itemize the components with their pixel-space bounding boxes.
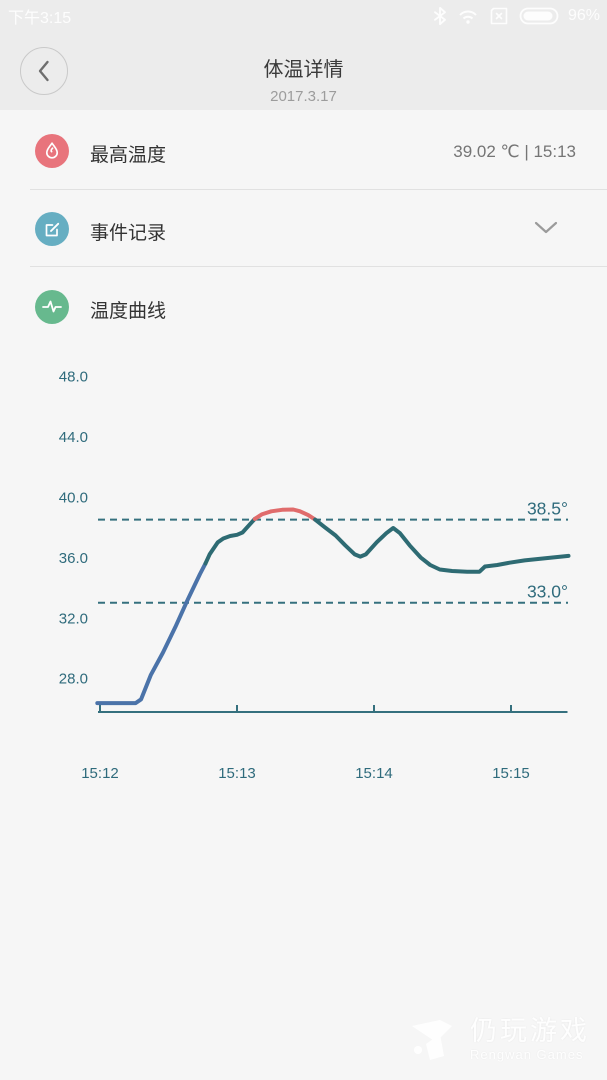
temp-curve-label: 温度曲线: [90, 301, 167, 322]
bluetooth-icon: [434, 6, 446, 26]
max-temp-value: 39.02 ℃ | 15:13: [453, 142, 576, 161]
title-bar: 体温详情 2017.3.17: [0, 32, 607, 110]
page-date: 2017.3.17: [270, 88, 337, 105]
divider: [30, 189, 607, 190]
y-axis-label: 36.0: [59, 550, 88, 567]
y-axis-label: 48.0: [59, 369, 88, 386]
y-axis-label: 28.0: [59, 671, 88, 688]
y-axis-label: 40.0: [59, 490, 88, 507]
curve-segment-fever-range: [252, 507, 318, 522]
y-axis-label: 32.0: [59, 610, 88, 627]
chevron-down-icon: [534, 221, 558, 234]
pulse-icon: [35, 290, 69, 324]
divider: [30, 266, 607, 267]
drop-icon: [35, 134, 69, 168]
chevron-left-icon: [38, 60, 49, 82]
page-title: 体温详情: [263, 59, 344, 81]
list-item-temp-curve: 温度曲线: [0, 267, 607, 345]
battery-percent: 96%: [567, 7, 600, 24]
battery-icon: [519, 7, 559, 25]
list-item-max-temp: 最高温度 39.02 ℃ | 15:13: [0, 110, 607, 190]
x-axis-label: 15:12: [81, 765, 119, 782]
clock-text: 下午3:15: [8, 10, 72, 27]
watermark-subtitle: Rengwan Games: [470, 1046, 584, 1062]
x-axis-label: 15:15: [492, 765, 530, 782]
list-item-event-log[interactable]: 事件记录: [0, 190, 607, 267]
curve-segment-normal-range-fall: [313, 517, 571, 574]
watermark-logo-icon: [412, 1020, 452, 1060]
wifi-icon: [459, 10, 477, 24]
status-bar: 下午3:15 96%: [0, 0, 607, 32]
threshold-label: 38.5°: [527, 499, 568, 519]
watermark-title: 仍玩游戏: [470, 1015, 590, 1046]
y-axis-label: 44.0: [59, 429, 88, 446]
curve-segment-normal-range-rise: [203, 516, 257, 566]
x-axis-label: 15:14: [355, 765, 393, 782]
threshold-label: 33.0°: [527, 582, 568, 602]
max-temp-label: 最高温度: [90, 145, 167, 166]
sim-icon: [490, 7, 508, 25]
event-log-label: 事件记录: [90, 223, 167, 244]
curve-segment-low-range: [95, 561, 208, 706]
x-axis-label: 15:13: [218, 765, 256, 782]
back-button[interactable]: [20, 47, 68, 95]
edit-icon: [35, 212, 69, 246]
watermark: 仍玩游戏 Rengwan Games: [406, 1012, 590, 1066]
